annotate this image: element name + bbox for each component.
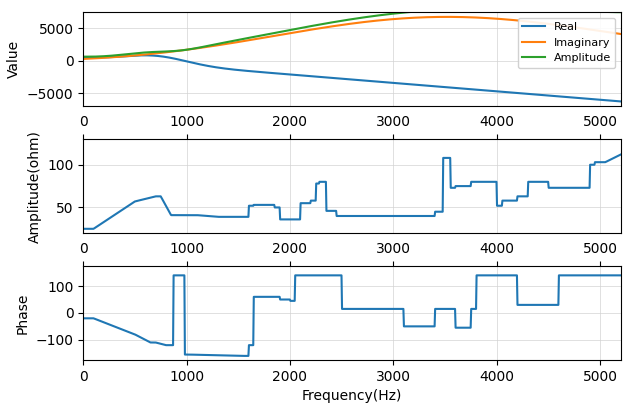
Imaginary <box>443 14 451 19</box>
Imaginary <box>134 53 142 58</box>
Real <box>499 90 507 94</box>
Real <box>134 53 142 58</box>
Amplitude <box>84 54 92 59</box>
Amplitude <box>79 54 87 59</box>
Real <box>141 53 149 58</box>
Amplitude <box>317 22 324 27</box>
Real <box>298 73 305 78</box>
Y-axis label: Phase: Phase <box>16 292 30 334</box>
Amplitude <box>449 7 457 12</box>
Imaginary <box>79 56 87 61</box>
Imaginary <box>297 29 305 34</box>
Amplitude <box>482 7 490 11</box>
Real <box>449 85 457 90</box>
Y-axis label: Amplitude(ohm): Amplitude(ohm) <box>28 130 42 243</box>
Imaginary <box>509 18 516 22</box>
Y-axis label: Value: Value <box>7 40 21 78</box>
Line: Amplitude: Amplitude <box>83 9 621 57</box>
Line: Real: Real <box>83 55 621 101</box>
Real <box>317 74 324 79</box>
Amplitude <box>135 51 143 56</box>
Legend: Real, Imaginary, Amplitude: Real, Imaginary, Amplitude <box>518 18 615 68</box>
Real <box>79 55 87 60</box>
Real <box>617 99 625 104</box>
Imaginary <box>316 26 324 31</box>
Imaginary <box>449 14 457 19</box>
Amplitude <box>500 7 508 11</box>
Amplitude <box>509 7 517 11</box>
Amplitude <box>617 10 625 15</box>
Imaginary <box>499 17 507 22</box>
Real <box>509 90 516 95</box>
X-axis label: Frequency(Hz): Frequency(Hz) <box>302 389 402 403</box>
Line: Imaginary: Imaginary <box>83 17 621 59</box>
Imaginary <box>617 31 625 36</box>
Amplitude <box>298 25 305 30</box>
